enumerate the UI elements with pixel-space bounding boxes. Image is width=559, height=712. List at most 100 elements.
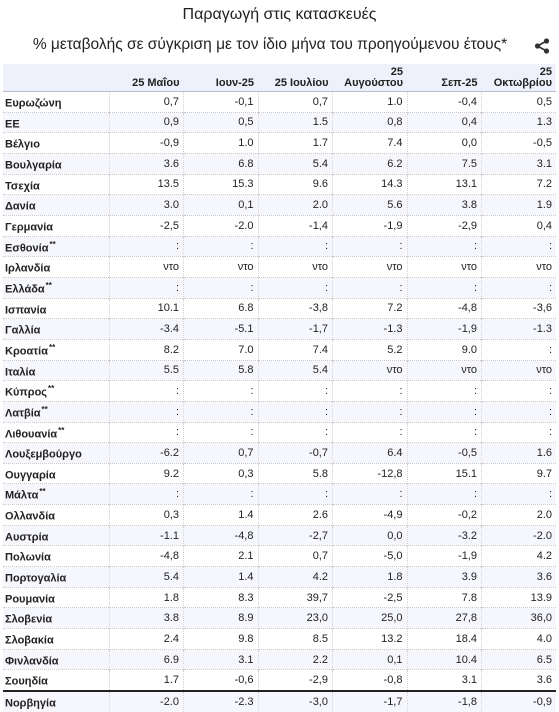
value-cell: 25,0 (332, 607, 407, 629)
value-cell: 1.3 (481, 111, 556, 133)
value-cell: -5.1 (183, 318, 258, 340)
value-cell: : (257, 483, 333, 505)
column-header[interactable]: 25 Αυγούστου (332, 64, 407, 92)
value-cell: -3,8 (257, 297, 333, 319)
country-name: Ολλανδία (5, 510, 56, 523)
value-cell: 3.6 (108, 152, 184, 175)
country-name: Λατβία (5, 407, 41, 420)
value-cell: -0,5 (406, 442, 482, 464)
column-header[interactable]: 25 Ιουλίου (258, 64, 333, 92)
country-cell: ΕΕ (3, 111, 109, 133)
country-cell: Ευρωζώνη (3, 91, 109, 113)
value-cell: 1.8 (108, 586, 184, 608)
country-name: Τσεχία (5, 180, 40, 193)
value-cell: 7.8 (406, 586, 482, 608)
country-cell: Ελλάδα** (3, 276, 109, 299)
table-row: Εσθονία**:::::: (3, 235, 556, 257)
value-cell: : (108, 276, 184, 299)
value-cell: 2.0 (481, 504, 556, 526)
value-cell: -2.3 (183, 690, 258, 712)
value-cell: ντο (481, 256, 556, 278)
value-cell: 0,0 (406, 132, 482, 154)
value-cell: -1.3 (481, 318, 556, 340)
footnote-marker: ** (45, 280, 52, 290)
column-header[interactable]: Σεπ-25 (407, 64, 482, 92)
column-header[interactable]: 25 Μαΐου (109, 64, 184, 92)
column-header[interactable]: Ιουν-25 (183, 64, 258, 92)
value-cell: 0,3 (183, 462, 258, 484)
country-name: Γερμανία (5, 221, 54, 234)
column-header[interactable]: 25 Οκτωβρίου (481, 64, 556, 92)
value-cell: 0,5 (183, 111, 258, 133)
table-row: Σλοβακία 2.4 9.8 8.5 13.2 18.4 4.0 (3, 628, 556, 650)
value-cell: -4,8 (183, 524, 258, 546)
value-cell: -1,7 (332, 690, 407, 712)
value-cell: : (257, 421, 333, 443)
value-cell: 9.8 (183, 628, 258, 650)
country-name: Αυστρία (5, 531, 49, 544)
footnote-marker: ** (48, 384, 55, 394)
value-cell: -0,9 (108, 132, 184, 154)
value-cell: 1.7 (108, 669, 184, 693)
value-cell: 3.1 (183, 648, 258, 670)
value-cell: : (406, 483, 482, 505)
value-cell: 6.5 (481, 648, 556, 670)
value-cell: 0,7 (257, 91, 333, 113)
value-cell: -3,6 (481, 297, 556, 319)
country-cell: Δανία (3, 194, 109, 216)
table-row: Κύπρος**:::::: (3, 380, 556, 402)
value-cell: 27,8 (406, 607, 482, 629)
value-cell: -2,5 (332, 586, 407, 608)
column-header[interactable] (3, 64, 109, 92)
value-cell: : (332, 235, 407, 257)
table-row: Βουλγαρία 3.6 6.8 5.4 6.2 7.5 3.1 (3, 152, 556, 175)
value-cell: 6.2 (332, 152, 407, 175)
table-row: Ιταλία 5.5 5.8 5.4 ντο ντο ντο (3, 359, 556, 381)
value-cell: 6.8 (183, 152, 258, 175)
table-row: Φινλανδία 6.9 3.1 2.2 0,1 10.4 6.5 (3, 648, 556, 670)
country-cell: Ιταλία (3, 359, 109, 381)
value-cell: 0,8 (332, 111, 407, 133)
value-cell: -0,8 (332, 669, 407, 693)
value-cell: 1.0 (183, 132, 258, 154)
value-cell: -0,4 (406, 91, 482, 113)
value-cell: -2.0 (481, 524, 556, 546)
country-cell: Κύπρος** (3, 380, 109, 402)
value-cell: 2.2 (257, 648, 333, 670)
value-cell: 7.0 (183, 338, 258, 361)
country-name: Λιθουανία (5, 428, 58, 441)
value-cell: : (332, 380, 407, 402)
country-name: Γαλλία (5, 324, 41, 337)
country-name: Ιρλανδία (5, 262, 51, 275)
value-cell: : (481, 421, 556, 443)
data-table: 25 Μαΐου Ιουν-25 25 Ιουλίου 25 Αυγούστου… (3, 64, 556, 712)
country-cell: Γαλλία (3, 318, 109, 340)
value-cell: ντο (332, 359, 407, 381)
value-cell: : (257, 380, 333, 402)
value-cell: 3.1 (481, 152, 556, 175)
country-cell: Ολλανδία (3, 504, 109, 526)
country-cell: Ρουμανία (3, 586, 109, 608)
value-cell: : (183, 421, 258, 443)
country-name: Κροατία (5, 345, 48, 358)
value-cell: 4.2 (481, 545, 556, 567)
country-cell: Πολωνία (3, 545, 109, 567)
value-cell: 8.5 (257, 628, 333, 650)
table-row: Γερμανία -2,5 -2.0 -1,4 -1,9 -2,9 0,4 (3, 214, 556, 237)
value-cell: 3.0 (108, 194, 184, 216)
value-cell: 9.7 (481, 462, 556, 484)
share-icon[interactable] (533, 37, 551, 55)
data-table-container: 25 Μαΐου Ιουν-25 25 Ιουλίου 25 Αυγούστου… (3, 64, 556, 712)
table-row: Βέλγιο -0,9 1.0 1.7 7.4 0,0 -0,5 (3, 132, 556, 154)
footnote-marker: ** (39, 487, 46, 497)
value-cell: : (183, 483, 258, 505)
value-cell: 18.4 (406, 628, 482, 650)
table-row: Ευρωζώνη 0,7 -0,1 0,7 1.0 -0,4 0,5 (3, 91, 556, 113)
value-cell: -2,7 (257, 524, 333, 546)
value-cell: -0,5 (481, 132, 556, 154)
value-cell: -4,8 (406, 297, 482, 319)
value-cell: 0,7 (257, 545, 333, 567)
value-cell: : (481, 235, 556, 257)
value-cell: 15.1 (406, 462, 482, 484)
value-cell: : (406, 400, 482, 422)
